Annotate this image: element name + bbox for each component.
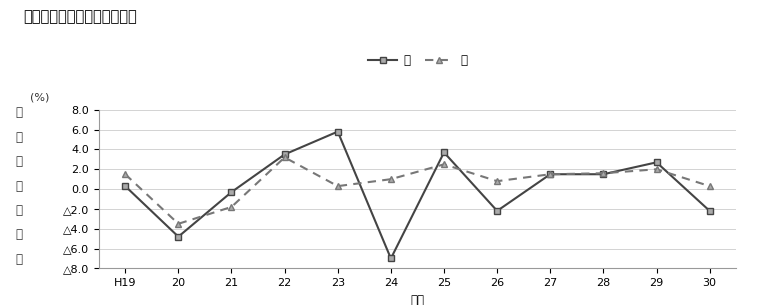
Text: 質: 質	[15, 131, 23, 144]
Legend: 県, 国: 県, 国	[364, 49, 471, 72]
Text: (%): (%)	[30, 92, 50, 102]
Text: 長: 長	[15, 228, 23, 241]
Text: 率: 率	[15, 253, 23, 266]
X-axis label: 年度: 年度	[411, 294, 424, 305]
Text: 実: 実	[15, 106, 23, 119]
Text: 成: 成	[15, 204, 23, 217]
Text: 済: 済	[15, 180, 23, 192]
Text: 経: 経	[15, 155, 23, 168]
Text: 図１　実質経済成長率の推移: 図１ 実質経済成長率の推移	[23, 9, 137, 24]
